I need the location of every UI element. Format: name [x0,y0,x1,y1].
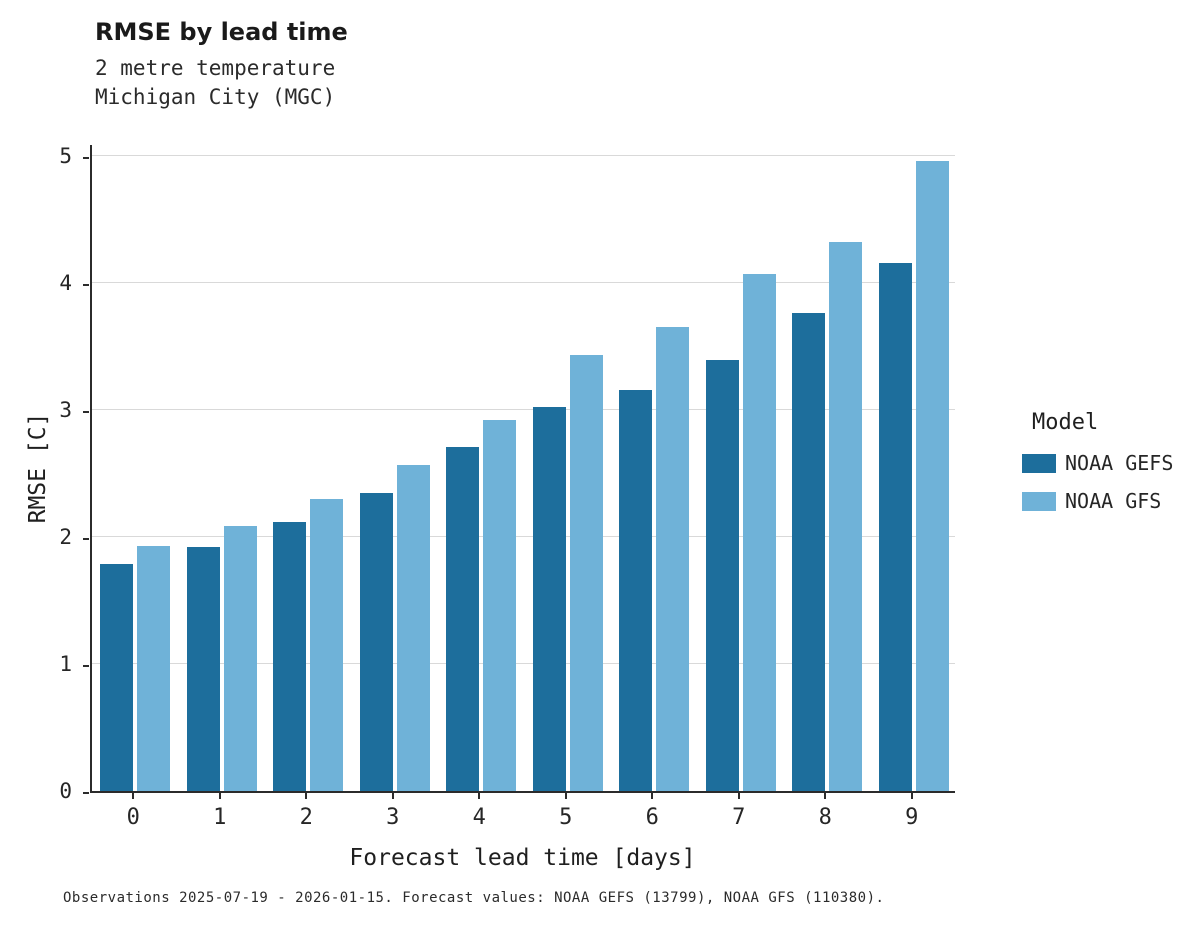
x-tick-label-7: 7 [732,805,746,830]
x-tick-label-3: 3 [386,805,400,830]
bar-noaa-gfs-2 [310,498,344,791]
y-tick-label-3: 3 [59,398,72,422]
x-tick-mark-9 [910,793,913,799]
x-tick-label-8: 8 [818,805,832,830]
bar-noaa-gefs-5 [532,407,566,791]
x-tick-label-9: 9 [905,805,919,830]
x-tick-mark-7 [737,793,740,799]
x-tick-mark-6 [651,793,654,799]
bar-noaa-gefs-7 [705,360,739,791]
legend-entry-noaa-gefs: NOAA GEFS [1022,451,1173,475]
legend-label: NOAA GEFS [1065,451,1174,475]
x-tick-label-2: 2 [299,805,313,830]
plot-area [90,145,955,793]
y-tick-label-0: 0 [59,779,72,803]
bar-noaa-gfs-8 [829,242,863,791]
legend-entry-noaa-gfs: NOAA GFS [1022,489,1173,513]
x-tick-label-5: 5 [559,805,573,830]
bar-noaa-gfs-6 [656,327,690,791]
y-tick-label-1: 1 [59,652,72,676]
x-tick-mark-4 [478,793,481,799]
gridline-y3 [92,409,955,410]
bar-noaa-gfs-3 [396,464,430,791]
y-tick-label-4: 4 [59,271,72,295]
bar-noaa-gfs-0 [137,545,171,791]
bar-noaa-gfs-1 [223,525,257,791]
caption: Observations 2025-07-19 - 2026-01-15. Fo… [63,890,885,906]
legend-label: NOAA GFS [1065,489,1162,513]
gridline-y1 [92,663,955,664]
gridline-y4 [92,282,955,283]
chart-subtitle-variable: 2 metre temperature [95,56,336,80]
y-tick-mark-0 [83,792,89,794]
y-tick-mark-1 [83,665,89,667]
bar-noaa-gefs-2 [273,521,307,791]
y-tick-mark-4 [83,284,89,286]
title-block: RMSE by lead time 2 metre temperature Mi… [95,18,348,112]
chart-title: RMSE by lead time [95,18,348,46]
legend-title: Model [1032,410,1099,435]
bar-noaa-gefs-8 [792,313,826,791]
y-tick-label-2: 2 [59,525,72,549]
gridline-y2 [92,536,955,537]
x-tick-label-1: 1 [213,805,227,830]
x-tick-mark-2 [305,793,308,799]
legend: Model NOAA GEFS NOAA GFS [1022,410,1173,527]
bar-noaa-gfs-9 [915,161,949,791]
y-tick-label-5: 5 [59,144,72,168]
x-tick-mark-8 [824,793,827,799]
legend-swatch-icon [1022,491,1056,511]
gridline-y5 [92,155,955,156]
legend-entries: NOAA GEFS NOAA GFS [1022,451,1173,513]
y-tick-mark-3 [83,411,89,413]
x-tick-label-0: 0 [126,805,140,830]
legend-swatch-icon [1022,453,1056,473]
bar-noaa-gefs-9 [878,262,912,791]
x-tick-label-6: 6 [645,805,659,830]
x-tick-mark-3 [391,793,394,799]
bar-noaa-gefs-1 [186,547,220,791]
chart-subtitle-location: Michigan City (MGC) [95,85,336,109]
x-tick-mark-0 [132,793,135,799]
y-tick-mark-5 [83,157,89,159]
x-axis-label: Forecast lead time [days] [349,845,696,871]
bar-noaa-gefs-4 [446,446,480,791]
x-tick-label-4: 4 [472,805,486,830]
bar-noaa-gefs-6 [619,389,653,791]
bar-noaa-gefs-0 [100,563,134,791]
x-tick-mark-1 [218,793,221,799]
x-tick-mark-5 [564,793,567,799]
bar-noaa-gfs-7 [742,274,776,791]
y-tick-mark-2 [83,538,89,540]
bar-noaa-gfs-5 [569,355,603,791]
y-axis-label: RMSE [C] [25,412,51,524]
bar-noaa-gfs-4 [483,420,517,791]
bar-noaa-gefs-3 [359,492,393,791]
